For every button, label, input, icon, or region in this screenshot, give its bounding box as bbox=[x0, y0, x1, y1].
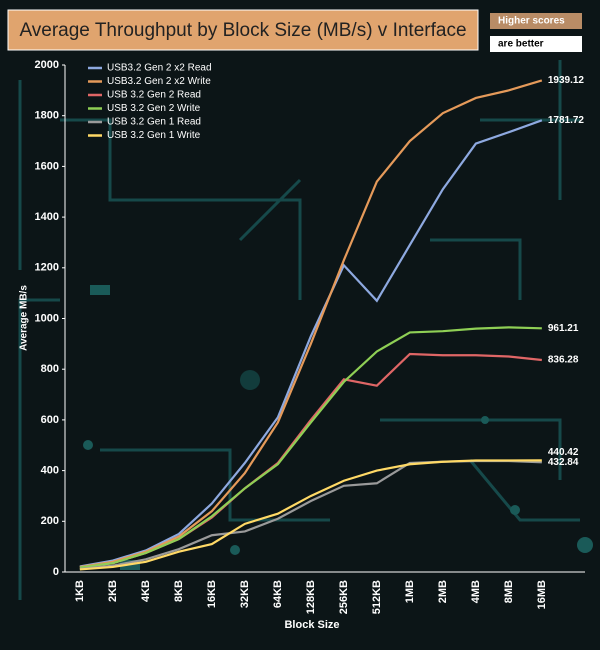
y-tick-label: 0 bbox=[53, 566, 59, 578]
legend-label: USB 3.2 Gen 2 Write bbox=[107, 103, 201, 114]
legend-label: USB 3.2 Gen 1 Write bbox=[107, 130, 201, 141]
x-tick-label: 16KB bbox=[206, 580, 218, 608]
y-tick-label: 2000 bbox=[35, 59, 59, 71]
x-tick-label: 1KB bbox=[74, 580, 86, 602]
data-label: 961.21 bbox=[548, 323, 579, 334]
legend-label: USB3.2 Gen 2 x2 Write bbox=[107, 76, 211, 87]
legend-label: USB3.2 Gen 2 x2 Read bbox=[107, 63, 212, 74]
series-line bbox=[79, 79, 543, 569]
y-tick-label: 600 bbox=[41, 414, 59, 426]
data-label: 836.28 bbox=[548, 355, 579, 366]
note-box bbox=[490, 13, 582, 29]
y-tick-label: 1600 bbox=[35, 160, 59, 172]
y-tick-label: 400 bbox=[41, 465, 59, 477]
title-box bbox=[7, 9, 479, 51]
data-label: 1939.12 bbox=[548, 75, 585, 86]
circuit-decoration bbox=[18, 60, 593, 600]
x-tick-label: 4KB bbox=[140, 580, 152, 602]
y-axis-label: Average MB/s bbox=[19, 285, 30, 351]
x-tick-label: 512KB bbox=[371, 580, 383, 614]
x-tick-label: 16MB bbox=[536, 580, 548, 609]
legend-label: USB 3.2 Gen 2 Read bbox=[107, 90, 201, 101]
series-line bbox=[79, 459, 542, 571]
x-tick-label: 1MB bbox=[404, 580, 416, 603]
x-tick-label: 128KB bbox=[305, 580, 317, 614]
y-tick-label: 1200 bbox=[35, 262, 59, 274]
y-tick-label: 1400 bbox=[35, 211, 59, 223]
x-tick-label: 2MB bbox=[437, 580, 449, 603]
x-tick-label: 256KB bbox=[338, 580, 350, 614]
note: Higher scores bbox=[498, 16, 565, 27]
y-tick-label: 800 bbox=[41, 363, 59, 375]
y-tick-label: 1000 bbox=[35, 312, 59, 324]
x-tick-label: 4MB bbox=[470, 580, 482, 603]
x-tick-label: 2KB bbox=[107, 580, 119, 602]
legend-label: USB 3.2 Gen 1 Read bbox=[107, 117, 201, 128]
x-tick-label: 32KB bbox=[239, 580, 251, 608]
note: are better bbox=[498, 39, 544, 50]
series-line bbox=[79, 326, 542, 569]
data-label: 432.84 bbox=[548, 457, 579, 468]
series-line bbox=[79, 119, 543, 568]
chart-title: Average Throughput by Block Size (MB/s) … bbox=[19, 20, 466, 41]
y-tick-label: 200 bbox=[41, 515, 59, 527]
note-box bbox=[490, 36, 582, 52]
data-label: 440.42 bbox=[548, 447, 579, 458]
x-tick-label: 8KB bbox=[173, 580, 185, 602]
x-axis-label: Block Size bbox=[284, 619, 339, 631]
x-tick-label: 8MB bbox=[503, 580, 515, 603]
data-label: 1781.72 bbox=[548, 115, 585, 126]
y-tick-label: 1800 bbox=[35, 110, 59, 122]
x-tick-label: 64KB bbox=[272, 580, 284, 608]
